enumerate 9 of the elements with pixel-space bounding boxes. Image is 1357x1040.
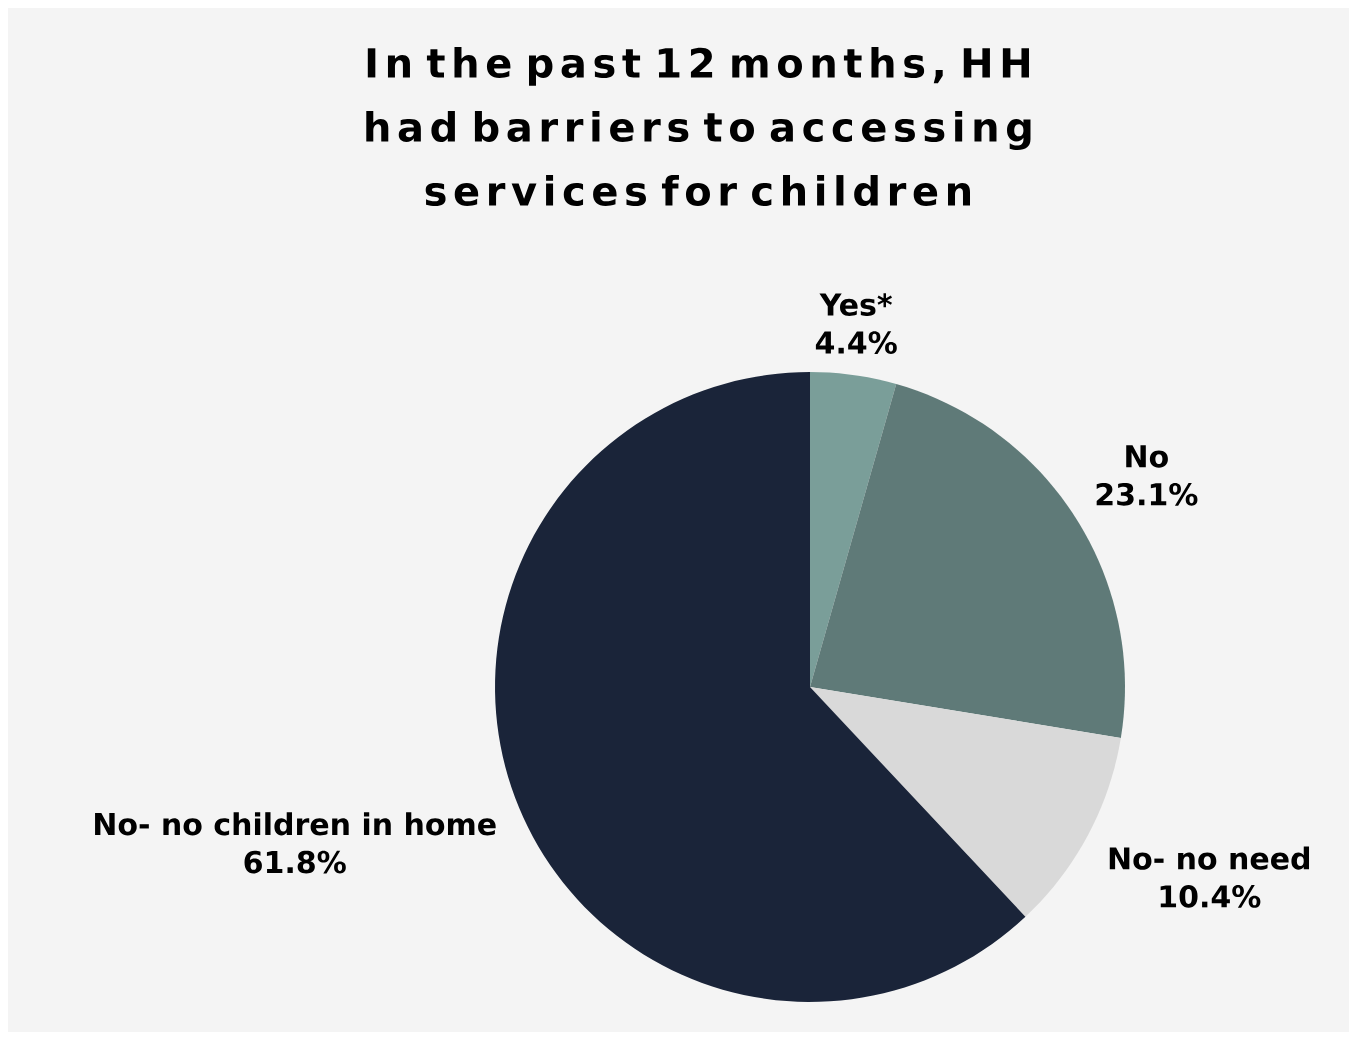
slice-label: No- no children in home bbox=[95, 812, 496, 836]
chart-title: In the past 12 months, HH had barriers to accessing services for children bbox=[366, 47, 1031, 207]
slice-label: No bbox=[1126, 445, 1168, 468]
slice-label: Yes* bbox=[819, 293, 892, 316]
data-label: 23.1% bbox=[1096, 482, 1198, 506]
slice-label: No- no need bbox=[1109, 846, 1310, 870]
data-label: 4.4% bbox=[815, 331, 897, 354]
data-label: 61.8% bbox=[244, 850, 346, 874]
data-label: 10.4% bbox=[1160, 885, 1261, 908]
